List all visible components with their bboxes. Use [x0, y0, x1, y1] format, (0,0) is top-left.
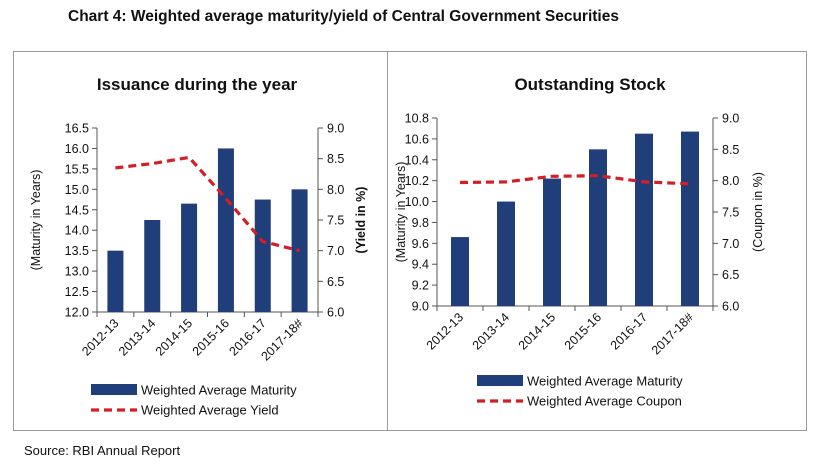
outstanding-maturity-bar	[543, 178, 561, 306]
outstanding-y-tick-label: 10.0	[405, 195, 429, 209]
outstanding-y-tick-label: 10.8	[405, 112, 429, 126]
issuance-maturity-bar	[254, 199, 271, 312]
issuance-maturity-bar	[181, 203, 198, 312]
issuance-chart-title: Issuance during the year	[97, 75, 298, 94]
outstanding-x-tick-label: 2012-13	[424, 310, 466, 352]
issuance-y2-tick-label: 6.5	[327, 275, 344, 289]
outstanding-y-tick-label: 10.6	[405, 132, 429, 146]
issuance-y-tick-label: 14.0	[65, 224, 89, 238]
issuance-x-tick-label: 2012-13	[79, 316, 121, 358]
outstanding-x-tick-label: 2014-15	[516, 310, 558, 352]
outstanding-y2-tick-label: 7.0	[722, 237, 739, 251]
outstanding-y2-axis-label: (Coupon in %)	[751, 172, 765, 252]
issuance-x-tick-label: 2013-14	[116, 316, 158, 358]
issuance-y-tick-label: 13.5	[65, 244, 89, 258]
outstanding-y-tick-label: 10.2	[405, 174, 429, 188]
source-note: Source: RBI Annual Report	[24, 443, 181, 458]
issuance-y-tick-label: 15.0	[65, 183, 89, 197]
outstanding-y-tick-label: 9.4	[412, 258, 429, 272]
issuance-y2-tick-label: 6.0	[327, 306, 344, 320]
outstanding-y2-tick-label: 9.0	[722, 112, 739, 126]
issuance-y-tick-label: 15.5	[65, 162, 89, 176]
outstanding-y-tick-label: 9.6	[412, 237, 429, 251]
issuance-line-series	[115, 155, 300, 253]
outstanding-line-series	[459, 174, 691, 186]
outstanding-y-tick-label: 9.2	[412, 279, 429, 293]
outstanding-chart-title: Outstanding Stock	[514, 75, 666, 94]
page-title: Chart 4: Weighted average maturity/yield…	[68, 8, 619, 25]
outstanding-x-tick-label: 2017-18#	[649, 310, 696, 357]
issuance-y2-tick-label: 8.0	[327, 183, 344, 197]
issuance-maturity-bar	[107, 250, 124, 312]
outstanding-x-tick-label: 2013-14	[470, 310, 512, 352]
issuance-y2-tick-label: 7.5	[327, 214, 344, 228]
outstanding-maturity-bar	[451, 237, 469, 306]
outstanding-legend-bar-label: Weighted Average Maturity	[527, 374, 683, 389]
issuance-y-tick-label: 16.0	[65, 142, 89, 156]
issuance-y-tick-label: 12.0	[65, 306, 89, 320]
issuance-y-tick-label: 12.5	[65, 285, 89, 299]
issuance-y-tick-label: 13.0	[65, 265, 89, 279]
outstanding-y-tick-label: 9.0	[412, 300, 429, 314]
outstanding-y-axis-label: (Maturity in Years)	[394, 162, 408, 263]
issuance-legend-line-label: Weighted Average Yield	[141, 403, 279, 418]
issuance-y2-tick-label: 7.0	[327, 244, 344, 258]
outstanding-maturity-bar	[635, 133, 653, 306]
issuance-legend-bar-label: Weighted Average Maturity	[141, 383, 297, 398]
outstanding-y2-tick-label: 6.5	[722, 268, 739, 282]
issuance-y-tick-label: 16.5	[65, 122, 89, 136]
issuance-y2-axis-label: (Yield in %)	[354, 187, 368, 254]
issuance-maturity-bar	[217, 148, 234, 312]
issuance-y-tick-label: 14.5	[65, 203, 89, 217]
outstanding-y-tick-label: 9.8	[412, 216, 429, 230]
outstanding-y2-tick-label: 6.0	[722, 300, 739, 314]
outstanding-maturity-bar	[589, 149, 607, 306]
outstanding-x-tick-label: 2016-17	[608, 310, 650, 352]
outstanding-y-tick-label: 10.4	[405, 153, 429, 167]
outstanding-maturity-bar	[497, 201, 515, 306]
outstanding-y2-tick-label: 7.5	[722, 206, 739, 220]
outstanding-y2-tick-label: 8.0	[722, 174, 739, 188]
issuance-x-tick-label: 2015-16	[190, 316, 232, 358]
issuance-y2-tick-label: 9.0	[327, 122, 344, 136]
outstanding-x-tick-label: 2015-16	[562, 310, 604, 352]
outstanding-legend-bar-swatch	[477, 375, 523, 386]
issuance-y2-tick-label: 8.5	[327, 152, 344, 166]
issuance-maturity-bar	[144, 220, 161, 312]
outstanding-maturity-bar	[681, 131, 699, 306]
outstanding-legend-line-label: Weighted Average Coupon	[527, 394, 682, 409]
issuance-y-axis-label: (Maturity in Years)	[29, 170, 43, 271]
issuance-x-tick-label: 2014-15	[153, 316, 195, 358]
issuance-legend-bar-swatch	[91, 384, 137, 395]
outstanding-y2-tick-label: 8.5	[722, 143, 739, 157]
